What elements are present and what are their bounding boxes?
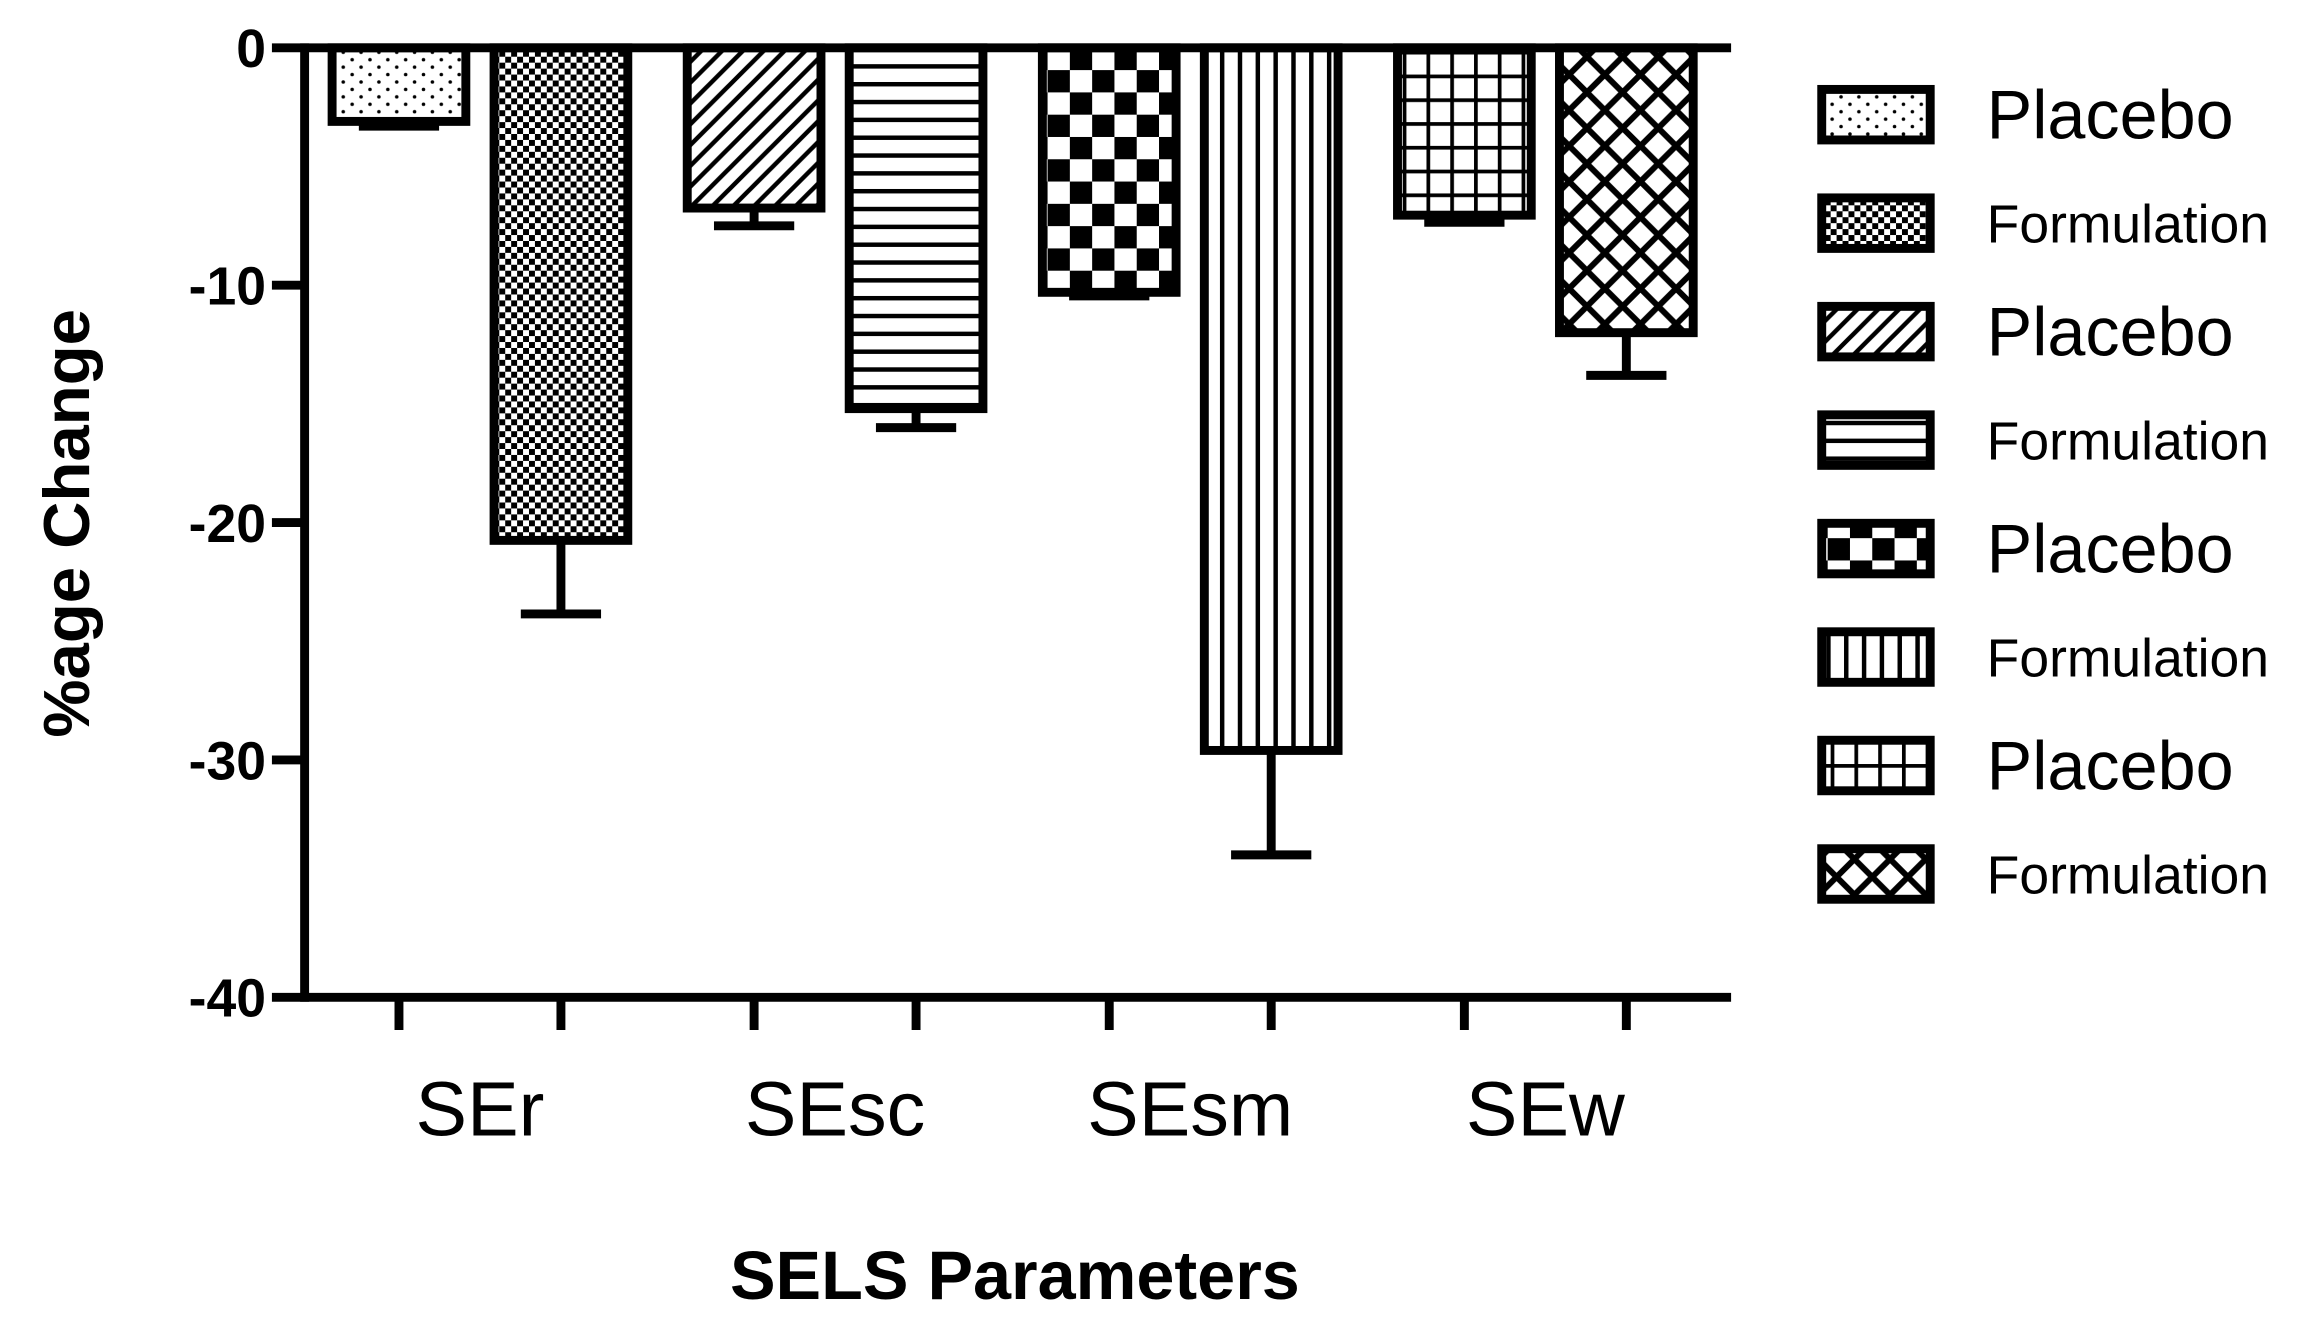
y-tick-label: -30 <box>189 732 266 791</box>
legend-label: Placebo <box>1987 294 2234 370</box>
bar <box>1393 43 1536 220</box>
legend-swatch <box>1817 193 1935 253</box>
legend-swatch <box>1817 518 1935 579</box>
x-tick-label: SEsc <box>745 1067 925 1153</box>
legend-label: Formulation <box>1987 412 2269 471</box>
bar <box>844 43 988 414</box>
bar <box>327 43 471 126</box>
legend-label: Placebo <box>1987 728 2234 804</box>
bar <box>1037 43 1181 297</box>
legend-swatch <box>1817 844 1935 904</box>
bar <box>1199 43 1343 755</box>
legend-label: Placebo <box>1987 511 2234 587</box>
y-tick-label: 0 <box>236 20 266 79</box>
legend-label: Formulation <box>1987 846 2269 905</box>
y-tick-label: -40 <box>189 970 266 1029</box>
x-tick-label: SEr <box>416 1067 545 1153</box>
legend-swatch <box>1817 627 1935 687</box>
legend-label: Placebo <box>1987 77 2234 153</box>
x-axis-title: SELS Parameters <box>730 1238 1300 1314</box>
x-tick-label: SEsm <box>1087 1067 1293 1153</box>
x-tick-label: SEw <box>1466 1067 1625 1153</box>
y-axis-title: %age Change <box>30 309 103 738</box>
bar <box>682 43 826 213</box>
legend-label: Formulation <box>1987 195 2269 254</box>
y-tick-label: -10 <box>189 258 266 317</box>
y-tick-label: -20 <box>189 495 266 554</box>
bar <box>489 43 633 545</box>
legend-swatch <box>1817 84 1935 145</box>
legend-label: Formulation <box>1987 629 2269 688</box>
legend-swatch <box>1817 410 1935 470</box>
bar <box>1555 43 1698 338</box>
legend-swatch <box>1817 301 1935 362</box>
legend-swatch <box>1817 735 1935 796</box>
